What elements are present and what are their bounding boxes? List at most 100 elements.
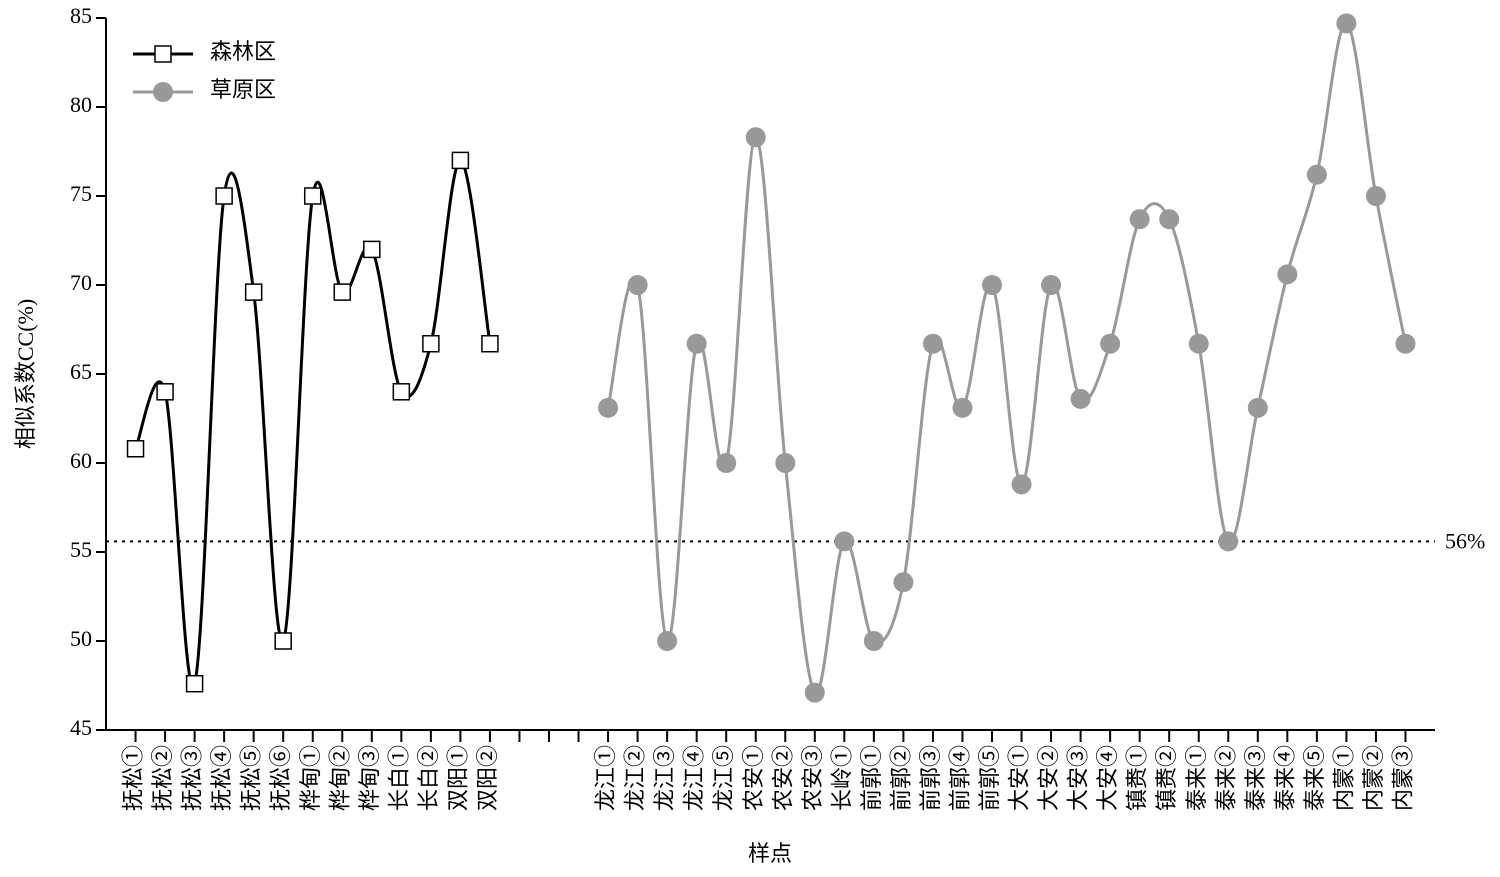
- data-point: [775, 453, 796, 473]
- data-point: [126, 440, 145, 458]
- x-tick-label: 农安③: [800, 745, 825, 811]
- data-point: [244, 283, 263, 301]
- x-axis-label: 样点: [748, 841, 792, 866]
- x-tick-label: 前郭②: [888, 745, 913, 811]
- x-tick-label: 泰来④: [1272, 745, 1297, 811]
- data-point: [451, 151, 470, 170]
- x-tick-label: 长岭①: [829, 745, 854, 811]
- y-tick-label: 65: [70, 359, 92, 384]
- reference-label: 56%: [1445, 528, 1485, 553]
- x-tick-label: 大安②: [1036, 745, 1061, 811]
- data-point: [657, 631, 678, 651]
- x-tick-label: 双阳①: [445, 745, 470, 811]
- x-tick-label: 大安③: [1066, 745, 1091, 811]
- legend-label: 森林区: [210, 39, 276, 64]
- x-tick-label: 龙江①: [593, 745, 618, 811]
- data-point: [333, 283, 352, 301]
- data-point: [686, 333, 707, 354]
- x-tick-label: 前郭①: [859, 745, 884, 811]
- data-point: [745, 127, 766, 148]
- x-tick-label: 农安①: [741, 745, 766, 811]
- x-tick-label: 前郭④: [948, 745, 973, 811]
- x-tick-label: 抚松③: [180, 745, 205, 811]
- x-tick-label: 抚松②: [150, 745, 175, 811]
- data-point: [215, 187, 233, 205]
- x-tick-label: 泰来③: [1243, 745, 1268, 811]
- y-tick-label: 85: [70, 3, 92, 28]
- x-tick-label: 内蒙①: [1331, 745, 1356, 811]
- x-tick-label: 桦甸①: [298, 745, 323, 811]
- y-tick-label: 45: [70, 715, 92, 740]
- data-point: [863, 631, 884, 651]
- x-tick-label: 泰来⑤: [1302, 745, 1327, 811]
- data-point: [156, 383, 174, 401]
- x-tick-label: 前郭③: [918, 745, 943, 811]
- data-point: [303, 187, 322, 205]
- y-tick-label: 55: [70, 537, 92, 562]
- data-point: [952, 397, 973, 418]
- data-point: [1306, 164, 1327, 185]
- x-tick-label: 抚松⑥: [268, 745, 293, 811]
- data-point: [627, 275, 648, 295]
- data-point: [1100, 333, 1121, 354]
- y-tick-label: 60: [70, 448, 92, 473]
- data-point: [1070, 388, 1091, 409]
- y-tick-label: 50: [70, 626, 92, 651]
- legend-marker: [153, 82, 173, 102]
- data-point: [1041, 275, 1062, 295]
- x-tick-label: 桦甸②: [327, 745, 352, 811]
- x-tick-label: 双阳②: [475, 745, 500, 811]
- y-tick-label: 80: [70, 92, 92, 117]
- data-point: [834, 531, 855, 552]
- data-point: [392, 383, 411, 401]
- x-tick-label: 大安①: [1007, 745, 1032, 811]
- x-tick-label: 抚松①: [121, 745, 146, 811]
- x-tick-label: 龙江④: [682, 745, 707, 811]
- data-point: [716, 453, 737, 473]
- x-tick-label: 龙江⑤: [711, 745, 736, 811]
- series-line: [134, 158, 492, 688]
- data-point: [363, 240, 381, 259]
- x-tick-label: 内蒙③: [1391, 745, 1416, 811]
- y-axis-label: 相似系数CC(%): [13, 299, 38, 449]
- x-tick-label: 长白②: [416, 745, 441, 811]
- series-line: [606, 21, 1407, 695]
- data-point: [893, 572, 914, 593]
- data-point: [422, 334, 440, 353]
- legend-marker: [154, 45, 172, 63]
- data-point: [481, 334, 499, 353]
- data-point: [1277, 264, 1298, 285]
- data-point: [804, 682, 825, 703]
- y-tick-label: 75: [70, 181, 92, 206]
- y-tick-label: 70: [70, 270, 92, 295]
- data-point: [1218, 531, 1239, 552]
- x-tick-label: 前郭⑤: [977, 745, 1002, 811]
- x-tick-label: 桦甸③: [357, 745, 382, 811]
- x-tick-label: 抚松④: [209, 745, 234, 811]
- data-point: [1011, 474, 1032, 495]
- x-tick-label: 龙江③: [652, 745, 677, 811]
- data-point: [1188, 333, 1209, 354]
- data-point: [1159, 209, 1180, 230]
- x-tick-label: 内蒙②: [1361, 745, 1386, 811]
- data-point: [185, 674, 204, 693]
- data-point: [598, 397, 619, 418]
- x-tick-label: 龙江②: [623, 745, 648, 811]
- x-tick-label: 农安②: [770, 745, 795, 811]
- data-point: [1336, 13, 1357, 34]
- data-point: [1395, 333, 1416, 354]
- x-tick-label: 泰来①: [1184, 745, 1209, 811]
- x-tick-label: 长白①: [386, 745, 411, 811]
- data-point: [922, 333, 943, 354]
- x-tick-label: 镇赉①: [1125, 745, 1150, 811]
- x-tick-label: 抚松⑤: [239, 745, 264, 811]
- x-tick-label: 泰来②: [1213, 745, 1238, 811]
- legend-label: 草原区: [210, 77, 276, 102]
- x-tick-label: 镇赉②: [1154, 745, 1179, 811]
- data-point: [1129, 209, 1150, 230]
- x-tick-label: 大安④: [1095, 745, 1120, 811]
- data-point: [1365, 186, 1386, 206]
- data-point: [982, 275, 1002, 295]
- data-point: [1247, 397, 1268, 418]
